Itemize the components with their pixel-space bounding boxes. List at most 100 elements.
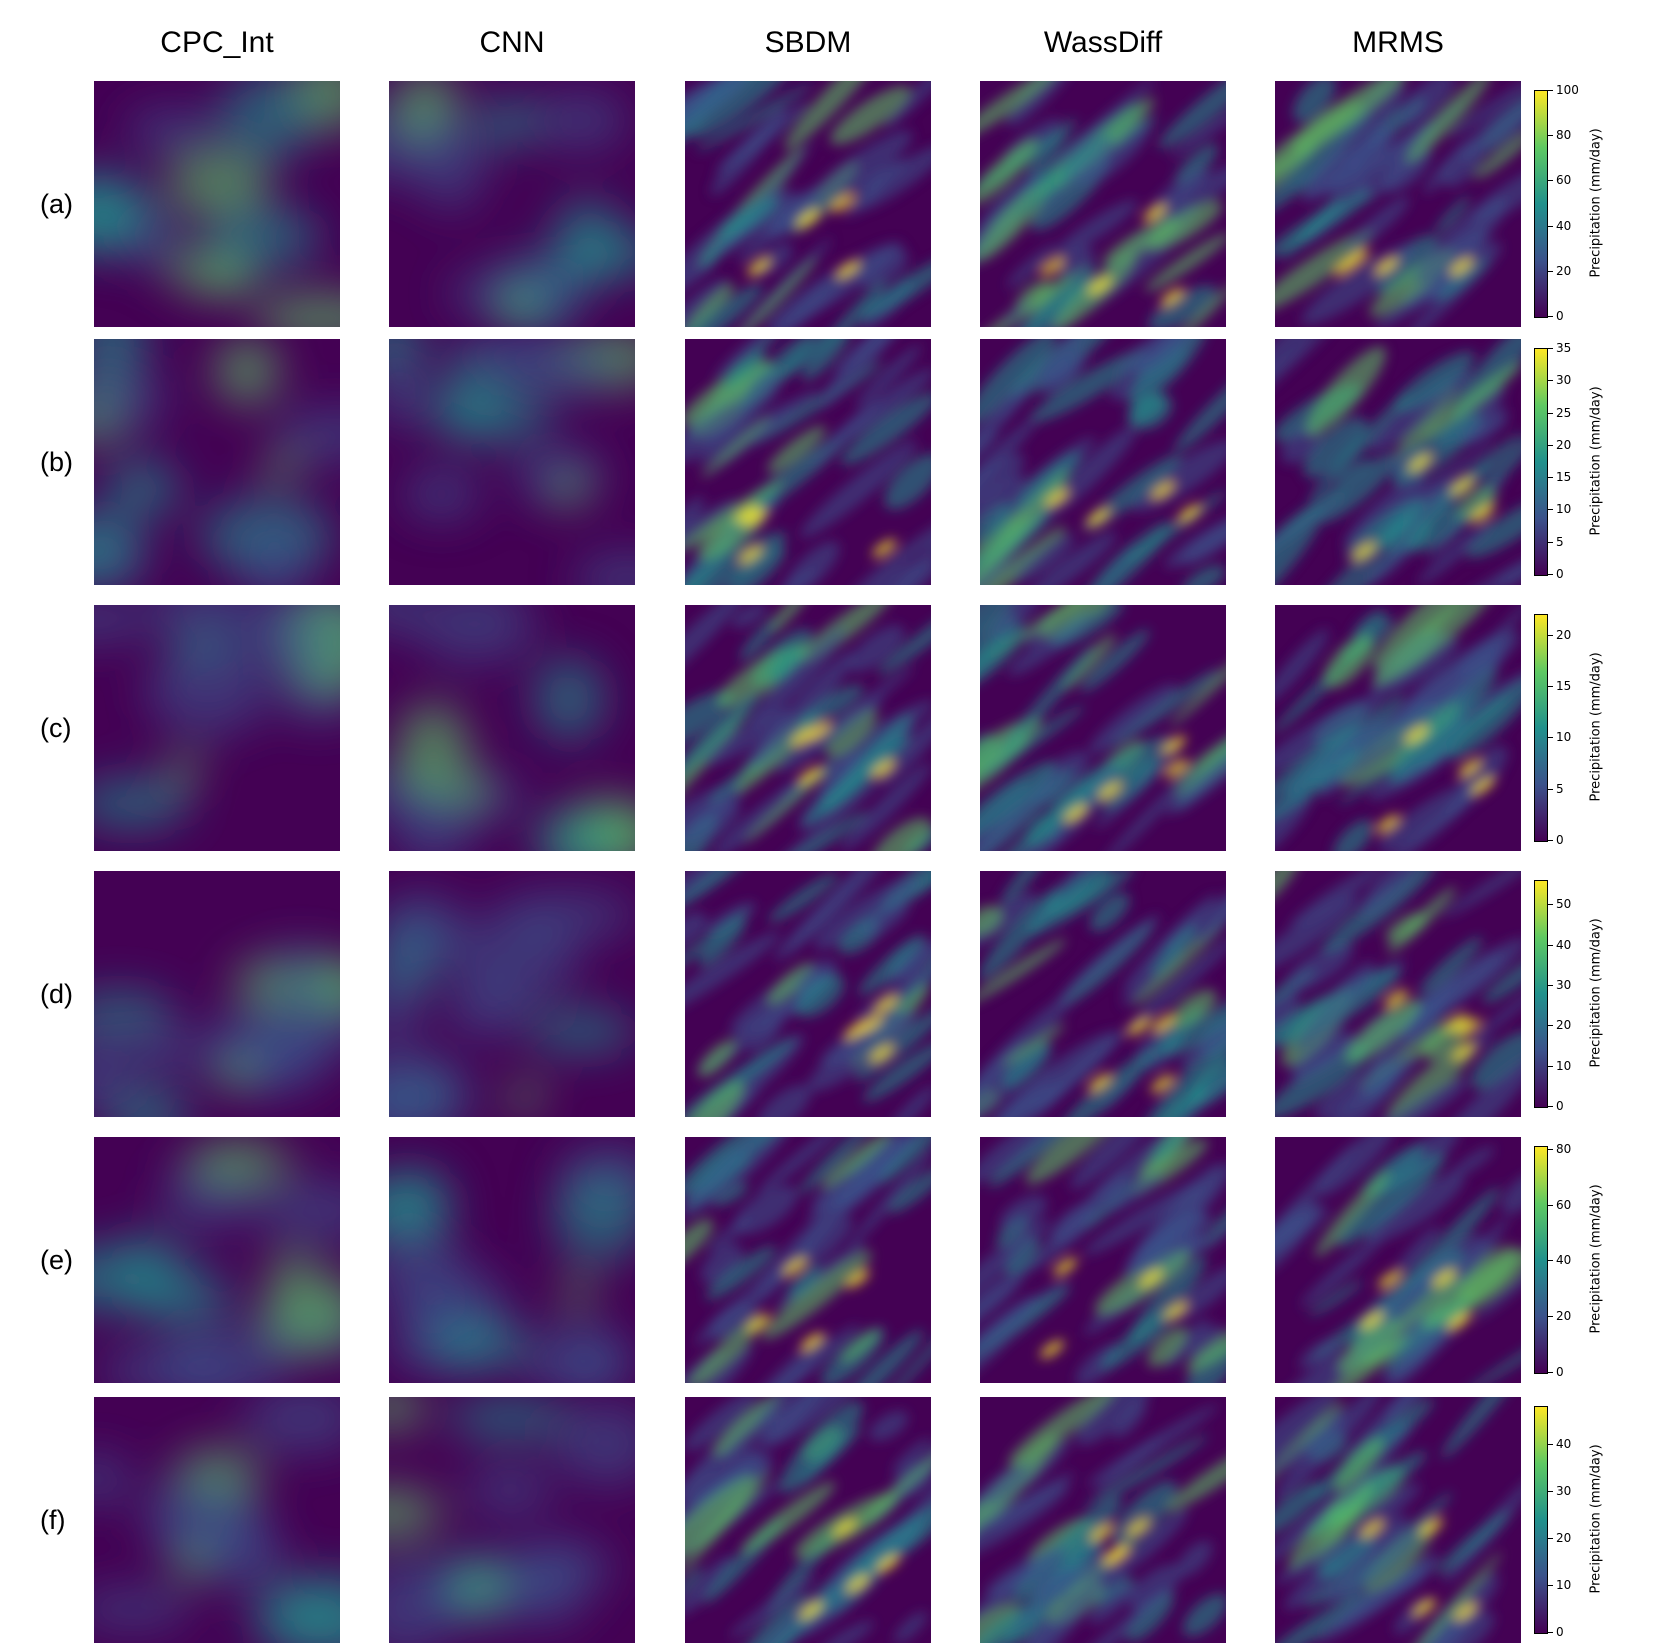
colorbar-tick-mark xyxy=(1548,412,1553,414)
precipitation-map-panel xyxy=(685,1397,931,1643)
colorbar-tick-mark xyxy=(1548,1372,1553,1373)
colorbar-tick-label: 0 xyxy=(1556,833,1564,847)
column-title: SBDM xyxy=(764,26,852,59)
precipitation-map-panel xyxy=(94,605,340,851)
colorbar-tick-mark xyxy=(1548,1490,1553,1492)
colorbar-tick-mark xyxy=(1548,316,1553,317)
colorbar-tick-mark xyxy=(1548,634,1553,636)
precipitation-map-panel xyxy=(685,605,931,851)
colorbar-tick-mark xyxy=(1548,1148,1553,1150)
precipitation-map-panel xyxy=(980,339,1226,585)
colorbar-tick-label: 15 xyxy=(1556,678,1572,693)
colorbar-tick-mark xyxy=(1548,840,1553,841)
colorbar-tick-mark xyxy=(1548,1632,1553,1633)
precipitation-map-panel xyxy=(1275,605,1521,851)
colorbar-tick-mark xyxy=(1548,180,1553,182)
colorbar-tick-mark xyxy=(1548,509,1553,511)
colorbar-axis-label: Precipitation (mm/day) xyxy=(1588,128,1604,278)
colorbar-tick-label: 20 xyxy=(1556,263,1572,278)
colorbar-tick-mark xyxy=(1548,685,1553,687)
colorbar-tick-label: 20 xyxy=(1556,437,1572,452)
colorbar-tick-label: 60 xyxy=(1556,1197,1572,1212)
column-title: WassDiff xyxy=(1043,26,1163,59)
colorbar-tick-label: 40 xyxy=(1556,218,1572,233)
precipitation-map-panel xyxy=(980,605,1226,851)
precipitation-map-panel xyxy=(389,605,635,851)
colorbar-tick-mark xyxy=(1548,477,1553,479)
colorbar-tick-label: 20 xyxy=(1556,627,1572,642)
colorbar-tick-mark xyxy=(1548,1584,1553,1586)
colorbar-tick-label: 5 xyxy=(1556,781,1564,796)
precipitation-map-panel xyxy=(980,81,1226,327)
precipitation-map-panel xyxy=(685,1137,931,1383)
precipitation-map-panel xyxy=(94,1137,340,1383)
colorbar-tick-label: 60 xyxy=(1556,173,1572,188)
colorbar-tick-mark xyxy=(1548,348,1553,349)
colorbar-tick-mark xyxy=(1548,225,1553,227)
precipitation-map-panel xyxy=(94,339,340,585)
row-label: (a) xyxy=(40,189,73,219)
precipitation-map-panel xyxy=(94,81,340,327)
colorbar-tick-mark xyxy=(1548,90,1553,91)
precipitation-map-panel xyxy=(980,1137,1226,1383)
precipitation-map-panel xyxy=(980,1397,1226,1643)
precipitation-map-panel xyxy=(1275,1137,1521,1383)
colorbar-tick-mark xyxy=(1548,737,1553,739)
colorbar-tick-mark xyxy=(1548,1204,1553,1206)
colorbar-tick-label: 15 xyxy=(1556,470,1572,485)
colorbar-tick-label: 80 xyxy=(1556,128,1572,143)
precipitation-map-panel xyxy=(1275,871,1521,1117)
colorbar-axis-label: Precipitation (mm/day) xyxy=(1588,918,1604,1068)
colorbar-tick-label: 30 xyxy=(1556,373,1572,388)
colorbar-tick-mark xyxy=(1548,574,1553,575)
precipitation-map-panel xyxy=(389,1137,635,1383)
colorbar-tick-mark xyxy=(1548,1316,1553,1318)
precipitation-map-panel xyxy=(685,871,931,1117)
colorbar-tick-mark xyxy=(1548,541,1553,543)
colorbar-tick-label: 5 xyxy=(1556,534,1564,549)
colorbar-tick-label: 0 xyxy=(1556,1365,1564,1379)
colorbar-axis-label: Precipitation (mm/day) xyxy=(1588,1184,1604,1334)
precipitation-map-panel xyxy=(389,81,635,327)
row-label: (e) xyxy=(40,1245,73,1275)
colorbar-tick-mark xyxy=(1548,380,1553,382)
precipitation-map-panel xyxy=(389,1397,635,1643)
colorbar-tick-label: 10 xyxy=(1556,1577,1572,1592)
colorbar-tick-label: 35 xyxy=(1556,341,1572,355)
colorbar-tick-label: 40 xyxy=(1556,1253,1572,1268)
colorbar-tick-label: 0 xyxy=(1556,309,1564,323)
colorbar-tick-label: 10 xyxy=(1556,730,1572,745)
colorbar-tick-mark xyxy=(1548,904,1553,906)
colorbar-tick-label: 20 xyxy=(1556,1018,1572,1033)
colorbar-axis-label: Precipitation (mm/day) xyxy=(1588,386,1604,536)
colorbar-tick-label: 0 xyxy=(1556,567,1564,581)
colorbar xyxy=(1534,1406,1548,1634)
colorbar-axis-label: Precipitation (mm/day) xyxy=(1588,652,1604,802)
row-label: (d) xyxy=(40,979,73,1009)
colorbar-tick-mark xyxy=(1548,1260,1553,1262)
precipitation-map-panel xyxy=(389,339,635,585)
precipitation-map-panel xyxy=(1275,1397,1521,1643)
row-label: (c) xyxy=(40,713,72,743)
colorbar-tick-mark xyxy=(1548,984,1553,986)
precipitation-map-panel xyxy=(1275,339,1521,585)
colorbar-tick-label: 40 xyxy=(1556,937,1572,952)
colorbar xyxy=(1534,90,1548,318)
colorbar-tick-label: 30 xyxy=(1556,977,1572,992)
precipitation-map-panel xyxy=(94,871,340,1117)
precipitation-map-panel xyxy=(685,339,931,585)
colorbar-tick-label: 20 xyxy=(1556,1530,1572,1545)
colorbar-tick-mark xyxy=(1548,1065,1553,1067)
colorbar-tick-mark xyxy=(1548,1443,1553,1445)
precipitation-map-panel xyxy=(980,871,1226,1117)
colorbar-tick-mark xyxy=(1548,1106,1553,1107)
column-title: MRMS xyxy=(1352,26,1444,59)
precipitation-map-panel xyxy=(685,81,931,327)
colorbar-tick-label: 0 xyxy=(1556,1625,1564,1639)
precipitation-map-panel xyxy=(1275,81,1521,327)
colorbar-tick-mark xyxy=(1548,944,1553,946)
column-title: CNN xyxy=(479,26,545,59)
colorbar xyxy=(1534,880,1548,1108)
colorbar-axis-label: Precipitation (mm/day) xyxy=(1588,1444,1604,1594)
colorbar xyxy=(1534,1146,1548,1374)
